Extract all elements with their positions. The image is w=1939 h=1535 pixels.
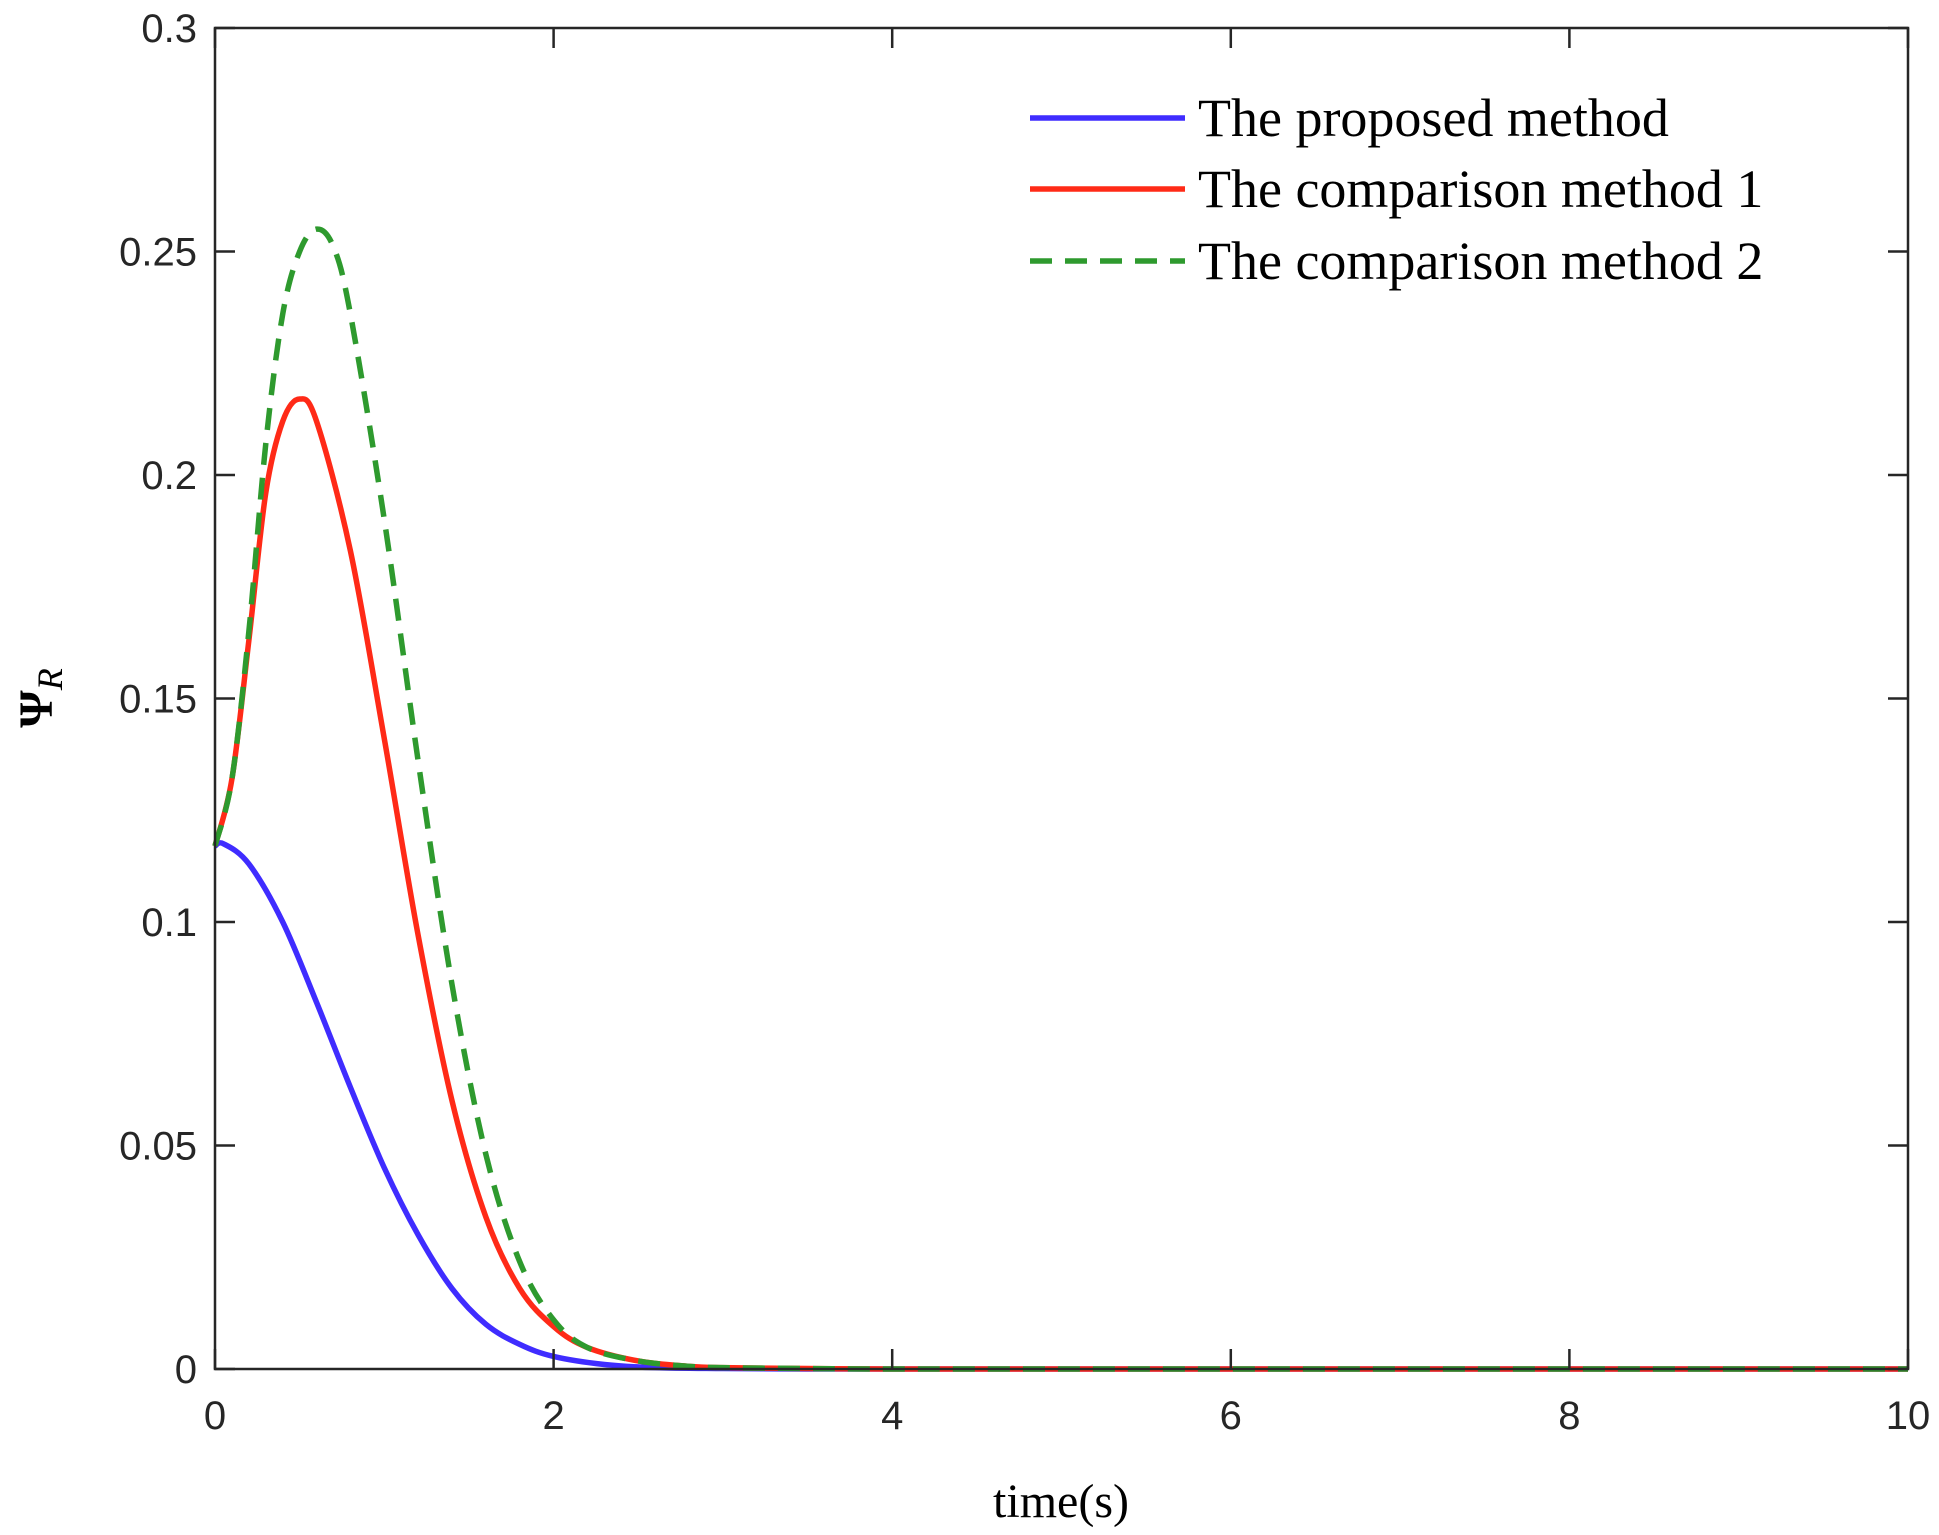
- y-axis-label-subscript: R: [30, 668, 70, 691]
- x-tick-label: 8: [1558, 1394, 1580, 1438]
- x-tick-label: 10: [1886, 1394, 1931, 1438]
- plot-background: [215, 28, 1908, 1369]
- x-tick-label: 0: [204, 1394, 226, 1438]
- legend: The proposed method The comparison method…: [1030, 88, 1763, 291]
- y-tick-label: 0.3: [141, 7, 197, 51]
- y-tick-label: 0.15: [119, 678, 197, 722]
- y-tick-label: 0.2: [141, 454, 197, 498]
- y-axis-label-symbol: Ψ: [10, 690, 63, 728]
- y-tick-label: 0.25: [119, 231, 197, 275]
- legend-label-1: The proposed method: [1198, 88, 1669, 148]
- y-tick-label: 0: [175, 1348, 197, 1392]
- y-tick-label: 0.1: [141, 901, 197, 945]
- legend-label-3: The comparison method 2: [1198, 231, 1763, 291]
- ticks-layer: 0 2 4 6 8 10 0 0.05 0.1 0.15 0.2 0.25 0.3: [119, 7, 1930, 1438]
- x-axis-label: time(s): [993, 1475, 1129, 1528]
- y-axis-label: ΨR: [10, 668, 70, 727]
- x-tick-label: 6: [1220, 1394, 1242, 1438]
- plot-frame: [213, 26, 1910, 1371]
- x-tick-label: 4: [881, 1394, 903, 1438]
- x-tick-label: 2: [542, 1394, 564, 1438]
- legend-label-2: The comparison method 1: [1198, 159, 1763, 219]
- y-tick-label: 0.05: [119, 1125, 197, 1169]
